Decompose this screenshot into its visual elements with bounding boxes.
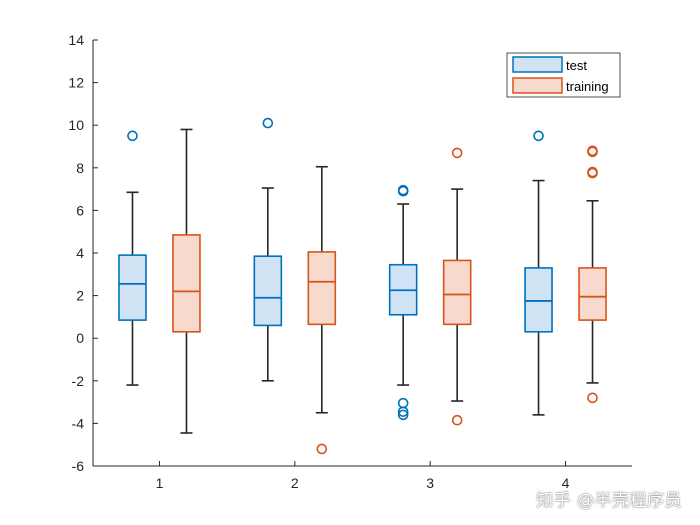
box-training-1 [172,128,201,434]
y-tick-label: -2 [72,373,85,389]
box-test-3 [388,184,418,421]
y-tick-label: -6 [72,458,85,474]
iqr-box [307,251,337,326]
y-tick-label: 14 [68,32,84,48]
outlier-point [127,130,138,142]
legend: test training [506,52,621,98]
y-tick-label: 12 [68,75,84,91]
y-tick-label: 2 [76,288,84,304]
iqr-box [172,234,201,333]
legend-swatch-test [512,56,563,73]
box-test-4 [524,130,553,416]
box-plot-series [118,117,607,455]
y-tick-label: 6 [76,202,84,218]
x-tick-label: 3 [426,475,434,491]
outlier-point [397,185,409,197]
iqr-box [578,267,607,321]
iqr-box [442,259,472,326]
x-tick-label: 2 [291,475,299,491]
y-tick-label: 0 [76,330,84,346]
legend-label-test: test [566,58,587,73]
box-test-2 [253,117,283,382]
box-test-1 [118,130,147,386]
box-training-3 [442,147,472,426]
box-training-2 [307,165,337,455]
x-tick-label: 4 [562,475,570,491]
y-tick-label: -4 [72,415,85,431]
y-tick-label: 8 [76,160,84,176]
legend-label-training: training [566,79,609,94]
outlier-point [587,392,598,404]
x-tick-label: 1 [156,475,164,491]
iqr-box [118,254,147,321]
outlier-point [587,146,598,158]
y-tick-label: 4 [76,245,84,261]
outlier-point [397,397,409,409]
watermark: 知乎 @半壳程序员 [536,491,682,511]
outlier-point [397,409,409,421]
iqr-box [253,255,283,327]
outlier-point [587,167,598,179]
legend-swatch-training [512,77,563,94]
outlier-point [451,414,463,426]
iqr-box [524,267,553,333]
outlier-point [316,443,328,455]
outlier-point [451,147,463,159]
outlier-point [397,406,409,417]
outlier-point [533,130,544,142]
y-tick-label: 10 [68,117,84,133]
box-training-4 [578,145,607,404]
outlier-point [262,117,274,129]
